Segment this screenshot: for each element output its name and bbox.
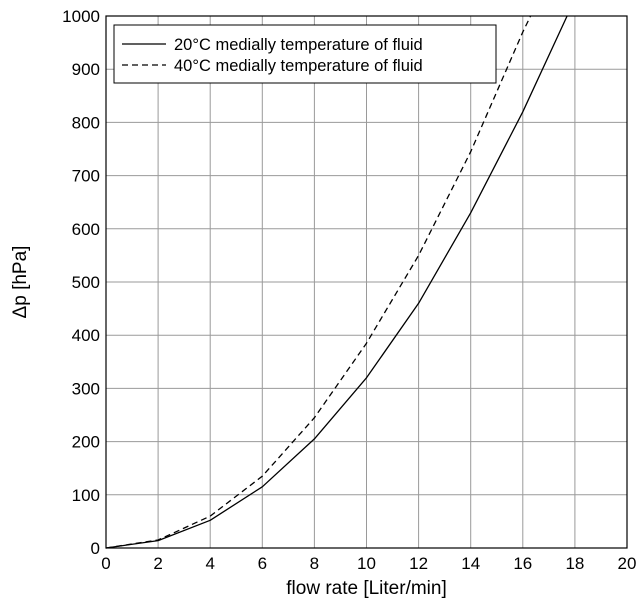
legend-label-1: 40°C medially temperature of fluid [174,57,423,75]
x-tick-label: 12 [409,554,428,573]
y-tick-label: 700 [72,167,100,186]
x-tick-label: 14 [461,554,480,573]
x-tick-label: 10 [357,554,376,573]
y-tick-label: 1000 [62,7,100,26]
x-tick-label: 6 [258,554,267,573]
x-tick-label: 4 [205,554,214,573]
y-tick-label: 500 [72,273,100,292]
y-tick-label: 800 [72,113,100,132]
y-tick-label: 900 [72,60,100,79]
x-tick-label: 0 [101,554,110,573]
y-tick-label: 200 [72,433,100,452]
y-axis-title: Δp [hPa] [10,246,31,319]
x-tick-label: 18 [565,554,584,573]
y-tick-label: 400 [72,326,100,345]
series-line-1 [105,15,532,549]
legend-box [113,24,497,84]
x-tick-label: 8 [310,554,319,573]
x-tick-label: 2 [153,554,162,573]
x-tick-label: 20 [618,554,637,573]
x-tick-label: 16 [513,554,532,573]
series-line-0 [105,15,568,549]
legend-label-0: 20°C medially temperature of fluid [174,36,423,54]
y-tick-label: 300 [72,379,100,398]
y-tick-label: 0 [91,539,100,558]
x-axis-title: flow rate [Liter/min] [286,578,447,599]
grid [105,15,628,549]
series-layer [105,15,568,549]
tick-labels: 0 2 4 6 8 10 12 14 16 18 2001002003004005006007008… [62,7,636,573]
y-tick-label: 100 [72,486,100,505]
legend: 20°C medially temperature of fluid 40°C m… [113,24,497,84]
plot-frame [105,15,628,549]
y-tick-label: 600 [72,220,100,239]
